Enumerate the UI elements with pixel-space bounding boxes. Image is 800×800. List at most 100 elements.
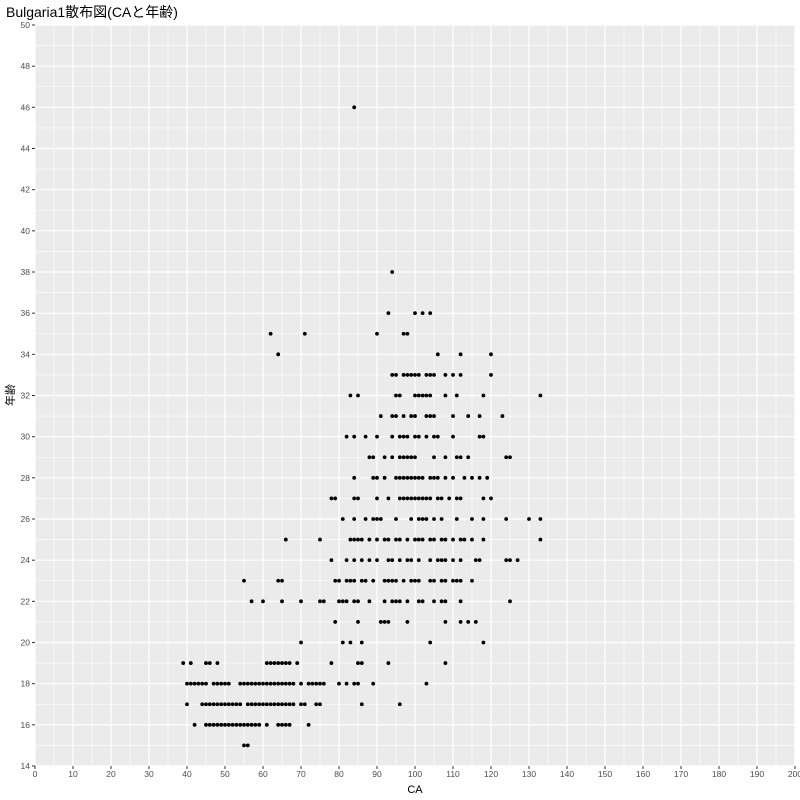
data-point xyxy=(420,311,425,316)
data-point xyxy=(283,661,288,665)
y-axis-ticks: 14 16 18 20 22 24 26 28 30 32 34 36 38 40 42 44 46 48 50 xyxy=(21,20,35,771)
data-point xyxy=(424,434,429,439)
data-point xyxy=(321,681,326,686)
data-point xyxy=(481,434,486,439)
data-point xyxy=(413,475,417,480)
y-tick-label: 30 xyxy=(21,432,31,442)
data-point xyxy=(504,455,509,460)
data-point xyxy=(245,702,250,707)
data-point xyxy=(413,373,417,377)
data-point xyxy=(314,681,319,686)
data-point xyxy=(409,517,414,521)
data-point xyxy=(397,558,402,563)
data-point xyxy=(382,599,387,604)
data-point xyxy=(451,414,455,418)
data-point xyxy=(432,599,436,604)
data-point xyxy=(458,578,463,583)
data-point xyxy=(397,475,402,480)
data-point xyxy=(204,661,208,665)
data-point xyxy=(397,496,402,501)
data-point xyxy=(352,599,357,604)
data-point xyxy=(424,496,429,501)
data-point xyxy=(359,702,364,707)
data-point xyxy=(481,640,486,645)
data-point xyxy=(394,414,398,418)
y-axis-label: 年齢 xyxy=(3,384,17,406)
data-point xyxy=(340,640,345,645)
y-tick-label: 16 xyxy=(21,720,31,730)
data-point xyxy=(257,702,262,707)
data-point xyxy=(378,517,383,521)
data-point xyxy=(211,722,216,727)
data-points xyxy=(181,105,543,748)
x-tick-label: 120 xyxy=(484,769,498,779)
data-point xyxy=(276,702,281,707)
data-point xyxy=(413,311,417,316)
y-tick-label: 46 xyxy=(21,102,31,112)
data-point xyxy=(443,599,448,604)
data-point xyxy=(435,475,440,480)
data-point xyxy=(439,517,444,521)
data-point xyxy=(386,537,391,542)
data-point xyxy=(359,661,364,665)
data-point xyxy=(401,414,406,418)
data-point xyxy=(390,455,395,460)
data-point xyxy=(249,722,254,727)
data-point xyxy=(428,640,433,645)
x-tick-label: 180 xyxy=(712,769,726,779)
data-point xyxy=(409,373,414,377)
x-tick-label: 130 xyxy=(522,769,536,779)
data-point xyxy=(470,475,474,480)
data-point xyxy=(272,681,277,686)
data-point xyxy=(302,331,307,336)
data-point xyxy=(454,578,459,583)
data-point xyxy=(230,722,235,727)
data-point xyxy=(481,393,486,398)
data-point xyxy=(219,681,224,686)
data-point xyxy=(397,537,402,542)
data-point xyxy=(245,681,250,686)
data-point xyxy=(458,599,463,604)
data-point xyxy=(299,599,303,604)
data-point xyxy=(390,599,395,604)
data-point xyxy=(401,373,406,377)
data-point xyxy=(416,537,421,542)
x-axis-ticks: 0 10 20 30 40 50 60 70 80 90 100 110 120 130 140 150 160… xyxy=(33,766,800,779)
data-point xyxy=(413,537,417,542)
data-point xyxy=(352,578,357,583)
data-point xyxy=(394,537,398,542)
data-point xyxy=(451,578,455,583)
data-point xyxy=(477,414,482,418)
data-point xyxy=(367,599,372,604)
data-point xyxy=(432,517,436,521)
data-point xyxy=(352,517,357,521)
data-point xyxy=(394,599,398,604)
y-tick-label: 38 xyxy=(21,267,31,277)
x-tick-label: 110 xyxy=(446,769,460,779)
y-tick-label: 36 xyxy=(21,308,31,318)
data-point xyxy=(375,558,379,563)
data-point xyxy=(413,496,417,501)
data-point xyxy=(397,393,402,398)
data-point xyxy=(242,578,246,583)
data-point xyxy=(470,578,474,583)
data-point xyxy=(439,599,444,604)
data-point xyxy=(378,620,383,624)
data-point xyxy=(451,373,455,377)
data-point xyxy=(283,537,288,542)
data-point xyxy=(181,661,186,665)
data-point xyxy=(280,681,284,686)
data-point xyxy=(257,681,262,686)
data-point xyxy=(420,537,425,542)
data-point xyxy=(473,620,478,624)
data-point xyxy=(371,578,376,583)
data-point xyxy=(207,702,212,707)
y-tick-label: 14 xyxy=(21,761,31,771)
data-point xyxy=(394,393,398,398)
data-point xyxy=(276,352,281,357)
data-point xyxy=(428,393,433,398)
data-point xyxy=(352,475,357,480)
data-point xyxy=(264,702,269,707)
data-point xyxy=(390,558,395,563)
data-point xyxy=(432,434,436,439)
